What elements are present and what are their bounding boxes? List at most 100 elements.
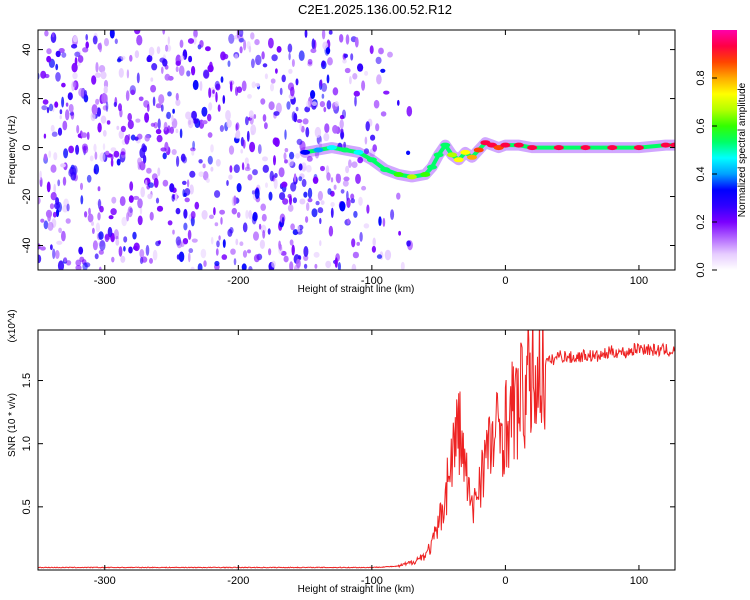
- noise-speckle: [213, 207, 216, 216]
- y-tick-label: 0: [21, 144, 33, 150]
- noise-speckle: [311, 101, 317, 106]
- noise-speckle: [357, 156, 364, 164]
- noise-speckle: [361, 185, 367, 191]
- noise-speckle: [406, 240, 411, 247]
- noise-speckle: [278, 240, 281, 250]
- ridge-point: [553, 145, 564, 151]
- noise-speckle: [251, 190, 255, 195]
- snr-line: [38, 330, 675, 569]
- noise-speckle: [147, 193, 153, 200]
- x-tick-label: 100: [630, 575, 648, 587]
- noise-speckle: [352, 73, 358, 80]
- noise-speckle: [101, 92, 107, 104]
- noise-speckle: [155, 197, 160, 204]
- noise-speckle: [52, 31, 55, 38]
- noise-speckle: [150, 84, 157, 93]
- noise-speckle: [325, 47, 331, 55]
- noise-speckle: [287, 157, 294, 167]
- noise-speckle: [252, 212, 258, 222]
- noise-speckle: [335, 173, 340, 183]
- noise-speckle: [66, 203, 70, 212]
- noise-speckle: [169, 126, 174, 134]
- noise-speckle: [301, 166, 306, 171]
- noise-speckle: [313, 251, 320, 258]
- noise-speckle: [187, 38, 195, 44]
- noise-speckle: [340, 128, 344, 133]
- noise-speckle: [137, 157, 143, 166]
- noise-speckle: [152, 249, 158, 261]
- y-tick-label: 20: [21, 92, 33, 104]
- noise-speckle: [268, 191, 273, 201]
- noise-speckle: [275, 102, 282, 114]
- noise-speckle: [178, 251, 185, 263]
- noise-speckle: [293, 173, 297, 183]
- noise-speckle: [61, 96, 65, 108]
- noise-speckle: [283, 152, 287, 161]
- noise-speckle: [359, 231, 363, 242]
- noise-speckle: [365, 121, 370, 132]
- noise-speckle: [250, 32, 255, 40]
- y-tick-label: 1.0: [21, 436, 33, 451]
- noise-speckle: [119, 196, 126, 207]
- noise-speckle: [71, 44, 78, 49]
- ridge-point: [453, 157, 464, 163]
- noise-speckle: [380, 111, 387, 117]
- noise-speckle: [155, 240, 161, 247]
- noise-speckle: [328, 30, 333, 35]
- noise-speckle: [296, 258, 301, 269]
- noise-speckle: [59, 115, 62, 120]
- noise-speckle: [319, 240, 322, 247]
- noise-speckle: [349, 76, 352, 85]
- noise-speckle: [347, 218, 350, 225]
- ridge-point: [513, 142, 524, 148]
- x-tick-label: -200: [227, 575, 249, 587]
- noise-speckle: [93, 143, 97, 152]
- noise-speckle: [171, 114, 174, 122]
- noise-speckle: [75, 144, 80, 155]
- noise-speckle: [102, 143, 106, 151]
- noise-speckle: [136, 34, 143, 46]
- noise-speckle: [310, 90, 316, 99]
- noise-speckle: [247, 94, 252, 99]
- noise-speckle: [207, 155, 213, 165]
- noise-speckle: [120, 151, 126, 156]
- noise-speckle: [250, 124, 257, 135]
- noise-speckle: [53, 152, 58, 161]
- noise-speckle: [44, 73, 50, 79]
- ridge-point: [473, 147, 484, 153]
- noise-speckle: [58, 227, 62, 233]
- colorbar-tick-label: 0.4: [695, 166, 707, 181]
- noise-speckle: [279, 192, 286, 201]
- noise-speckle: [319, 101, 325, 108]
- ridge-point: [380, 167, 391, 173]
- noise-speckle: [326, 100, 332, 110]
- noise-speckle: [162, 152, 167, 160]
- ridge-point: [300, 149, 311, 155]
- noise-speckle: [186, 70, 191, 77]
- ridge-point: [353, 149, 364, 155]
- noise-speckle: [52, 211, 57, 218]
- noise-speckle: [192, 140, 196, 150]
- noise-speckle: [339, 119, 344, 129]
- noise-speckle: [78, 87, 85, 97]
- noise-speckle: [351, 263, 357, 270]
- noise-speckle: [258, 223, 262, 230]
- noise-speckle: [327, 57, 333, 66]
- noise-speckle: [226, 119, 232, 128]
- noise-speckle: [132, 231, 137, 240]
- noise-speckle: [56, 240, 63, 245]
- noise-speckle: [43, 220, 49, 230]
- noise-speckle: [134, 50, 140, 59]
- noise-speckle: [219, 209, 226, 215]
- noise-speckle: [63, 148, 69, 159]
- noise-speckle: [246, 163, 250, 170]
- snr-y-multiplier: (x10^4): [7, 309, 18, 342]
- noise-speckle: [151, 62, 158, 71]
- noise-speckle: [179, 128, 183, 139]
- noise-speckle: [91, 104, 98, 115]
- noise-speckle: [214, 80, 220, 90]
- noise-speckle: [127, 113, 132, 122]
- noise-speckle: [133, 195, 140, 200]
- noise-speckle: [198, 171, 204, 177]
- noise-speckle: [162, 179, 169, 187]
